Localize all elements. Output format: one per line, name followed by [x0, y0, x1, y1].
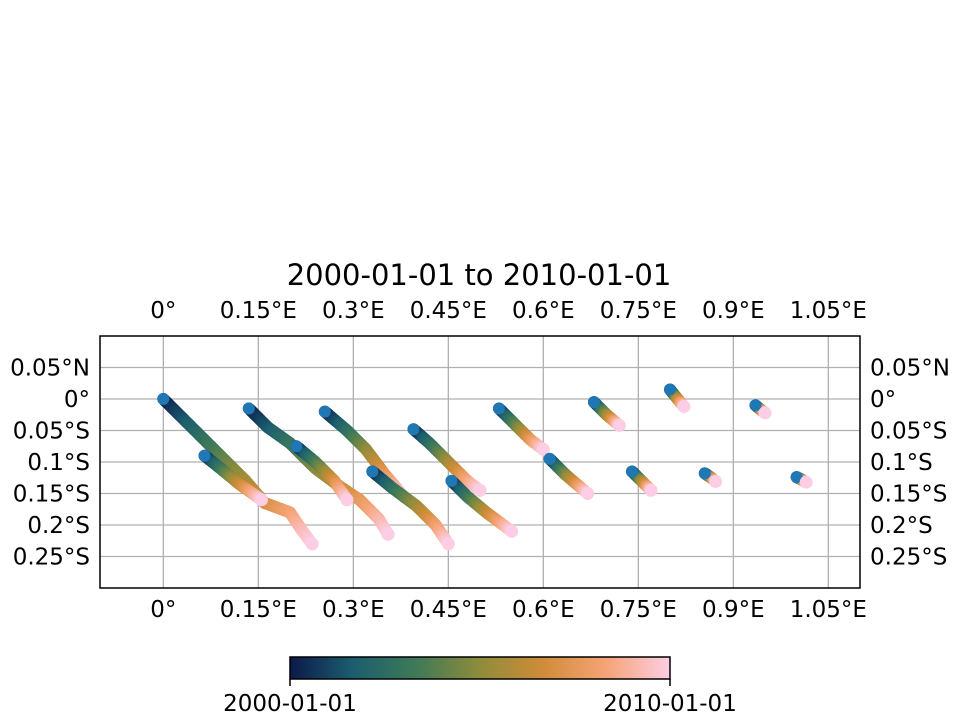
lat-tick-label-right: 0.05°S [870, 419, 947, 445]
trajectory [407, 423, 487, 497]
lat-tick-label-right: 0° [870, 387, 896, 413]
trajectory-start-marker [366, 465, 379, 478]
trajectory [157, 393, 319, 551]
trajectories [157, 383, 813, 551]
lat-tick-label-right: 0.15°S [870, 482, 947, 508]
trajectory-start-marker [749, 399, 762, 412]
axis-tick-labels: 0° 0° 0.15°E 0.15°E 0.3°E 0.3°E 0.45°E 0.45°E 0.… [10, 298, 950, 623]
lon-tick-label-top: 0.6°E [512, 298, 575, 324]
lon-tick-label-top: 0.3°E [322, 298, 385, 324]
lat-tick-label-left: 0.25°S [13, 545, 90, 571]
colorbar-end-label: 2010-01-01 [603, 691, 737, 717]
lat-tick-label-right: 0.1°S [870, 450, 933, 476]
trajectory-start-marker [698, 467, 711, 480]
lon-tick-label-bottom: 0.15°E [220, 597, 297, 623]
lon-tick-label-top: 0.15°E [220, 298, 297, 324]
trajectory-start-marker [242, 402, 255, 415]
lon-tick-label-bottom: 0.9°E [702, 597, 765, 623]
trajectory [626, 465, 658, 497]
trajectory-end-marker [381, 527, 395, 541]
trajectory-start-marker [543, 452, 556, 465]
trajectory-start-marker [407, 423, 420, 436]
trajectory [445, 474, 519, 538]
trajectory-end-marker [255, 493, 268, 507]
trajectory [588, 396, 626, 432]
trajectory [543, 452, 595, 500]
trajectory-end-marker [441, 537, 455, 551]
trajectory-start-marker [790, 471, 803, 484]
trajectory [198, 449, 268, 507]
lon-tick-label-top: 0.9°E [702, 298, 765, 324]
lon-tick-label-bottom: 1.05°E [790, 597, 867, 623]
trajectory-end-marker [709, 475, 723, 489]
lat-tick-label-left: 0.05°S [13, 419, 90, 445]
lon-tick-label-bottom: 0.6°E [512, 597, 575, 623]
lon-tick-label-bottom: 0.45°E [410, 597, 487, 623]
map-title: 2000-01-01 to 2010-01-01 [287, 258, 672, 292]
colorbar-start-label: 2000-01-01 [223, 691, 357, 717]
lat-tick-label-left: 0.1°S [27, 450, 90, 476]
lat-tick-label-left: 0.05°N [10, 356, 90, 382]
trajectory-end-marker [581, 487, 595, 500]
trajectory-start-marker [588, 396, 600, 409]
lat-tick-label-right: 0.25°S [870, 545, 947, 571]
trajectory-end-marker [758, 406, 772, 420]
trajectory-start-marker [198, 449, 211, 462]
trajectory-start-marker [445, 474, 458, 487]
trajectory-end-marker [612, 418, 626, 432]
trajectory [664, 383, 691, 414]
trajectory-start-marker [626, 465, 638, 478]
trajectory [493, 402, 550, 456]
lat-tick-label-right: 0.05°N [870, 356, 950, 382]
trajectory-end-marker [536, 442, 550, 456]
map-frame [99, 335, 861, 589]
colorbar: 2000-01-01 2010-01-01 [223, 656, 737, 717]
lon-tick-label-bottom: 0.3°E [322, 597, 385, 623]
lon-tick-label-top: 0° [150, 298, 176, 324]
trajectory-start-marker [664, 383, 676, 396]
lon-tick-label-bottom: 0° [150, 597, 176, 623]
lat-tick-label-left: 0.15°S [13, 482, 90, 508]
trajectory-end-marker [305, 537, 319, 551]
trajectory-end-marker [505, 524, 519, 538]
trajectory-end-marker [799, 475, 813, 489]
trajectory-start-marker [290, 440, 303, 453]
trajectory [749, 399, 772, 420]
lon-tick-label-bottom: 0.75°E [600, 597, 677, 623]
trajectory-end-marker [677, 400, 691, 414]
lat-tick-label-left: 0.2°S [27, 513, 90, 539]
lat-tick-label-right: 0.2°S [870, 513, 933, 539]
colorbar-gradient [289, 656, 671, 680]
trajectory [366, 465, 455, 551]
lon-tick-label-top: 1.05°E [790, 298, 867, 324]
trajectory [290, 440, 354, 507]
lon-tick-label-top: 0.75°E [600, 298, 677, 324]
trajectory-end-marker [644, 483, 658, 497]
trajectory-start-marker [318, 405, 331, 418]
trajectory-start-marker [157, 393, 170, 405]
trajectory-end-marker [473, 483, 487, 497]
trajectory [698, 467, 723, 489]
trajectory [790, 471, 813, 489]
lon-tick-label-top: 0.45°E [410, 298, 487, 324]
trajectory-start-marker [493, 402, 505, 415]
trajectory-end-marker [340, 493, 354, 507]
lat-tick-label-left: 0° [64, 387, 90, 413]
